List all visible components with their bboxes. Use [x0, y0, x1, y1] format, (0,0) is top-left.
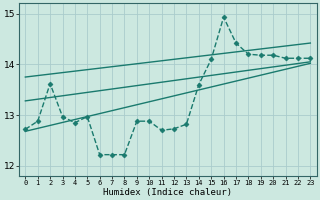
X-axis label: Humidex (Indice chaleur): Humidex (Indice chaleur): [103, 188, 232, 197]
